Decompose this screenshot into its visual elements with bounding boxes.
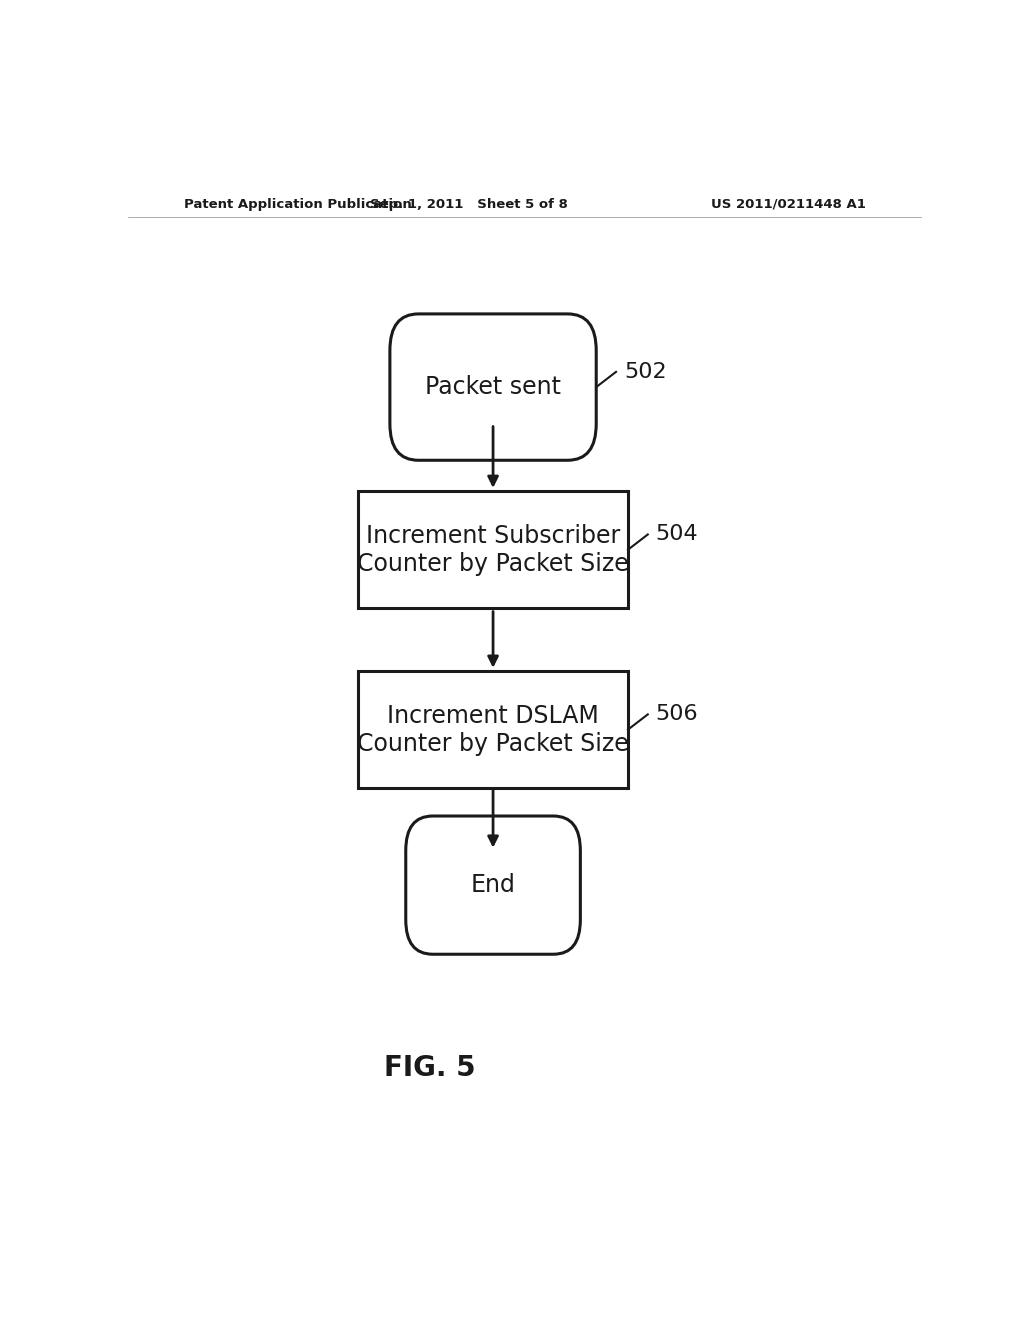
Bar [358,491,628,609]
Text: Increment DSLAM
Counter by Packet Size: Increment DSLAM Counter by Packet Size [357,704,629,755]
Text: Increment Subscriber
Counter by Packet Size: Increment Subscriber Counter by Packet S… [357,524,629,576]
Text: Patent Application Publication: Patent Application Publication [183,198,412,211]
FancyBboxPatch shape [390,314,596,461]
Text: FIG. 5: FIG. 5 [384,1055,475,1082]
Bar [358,671,628,788]
Text: 502: 502 [624,362,667,381]
Text: End: End [471,873,515,898]
FancyBboxPatch shape [406,816,581,954]
Text: Sep. 1, 2011   Sheet 5 of 8: Sep. 1, 2011 Sheet 5 of 8 [371,198,568,211]
Text: US 2011/0211448 A1: US 2011/0211448 A1 [712,198,866,211]
Text: Packet sent: Packet sent [425,375,561,399]
Text: 506: 506 [655,705,698,725]
Text: 504: 504 [655,524,698,544]
